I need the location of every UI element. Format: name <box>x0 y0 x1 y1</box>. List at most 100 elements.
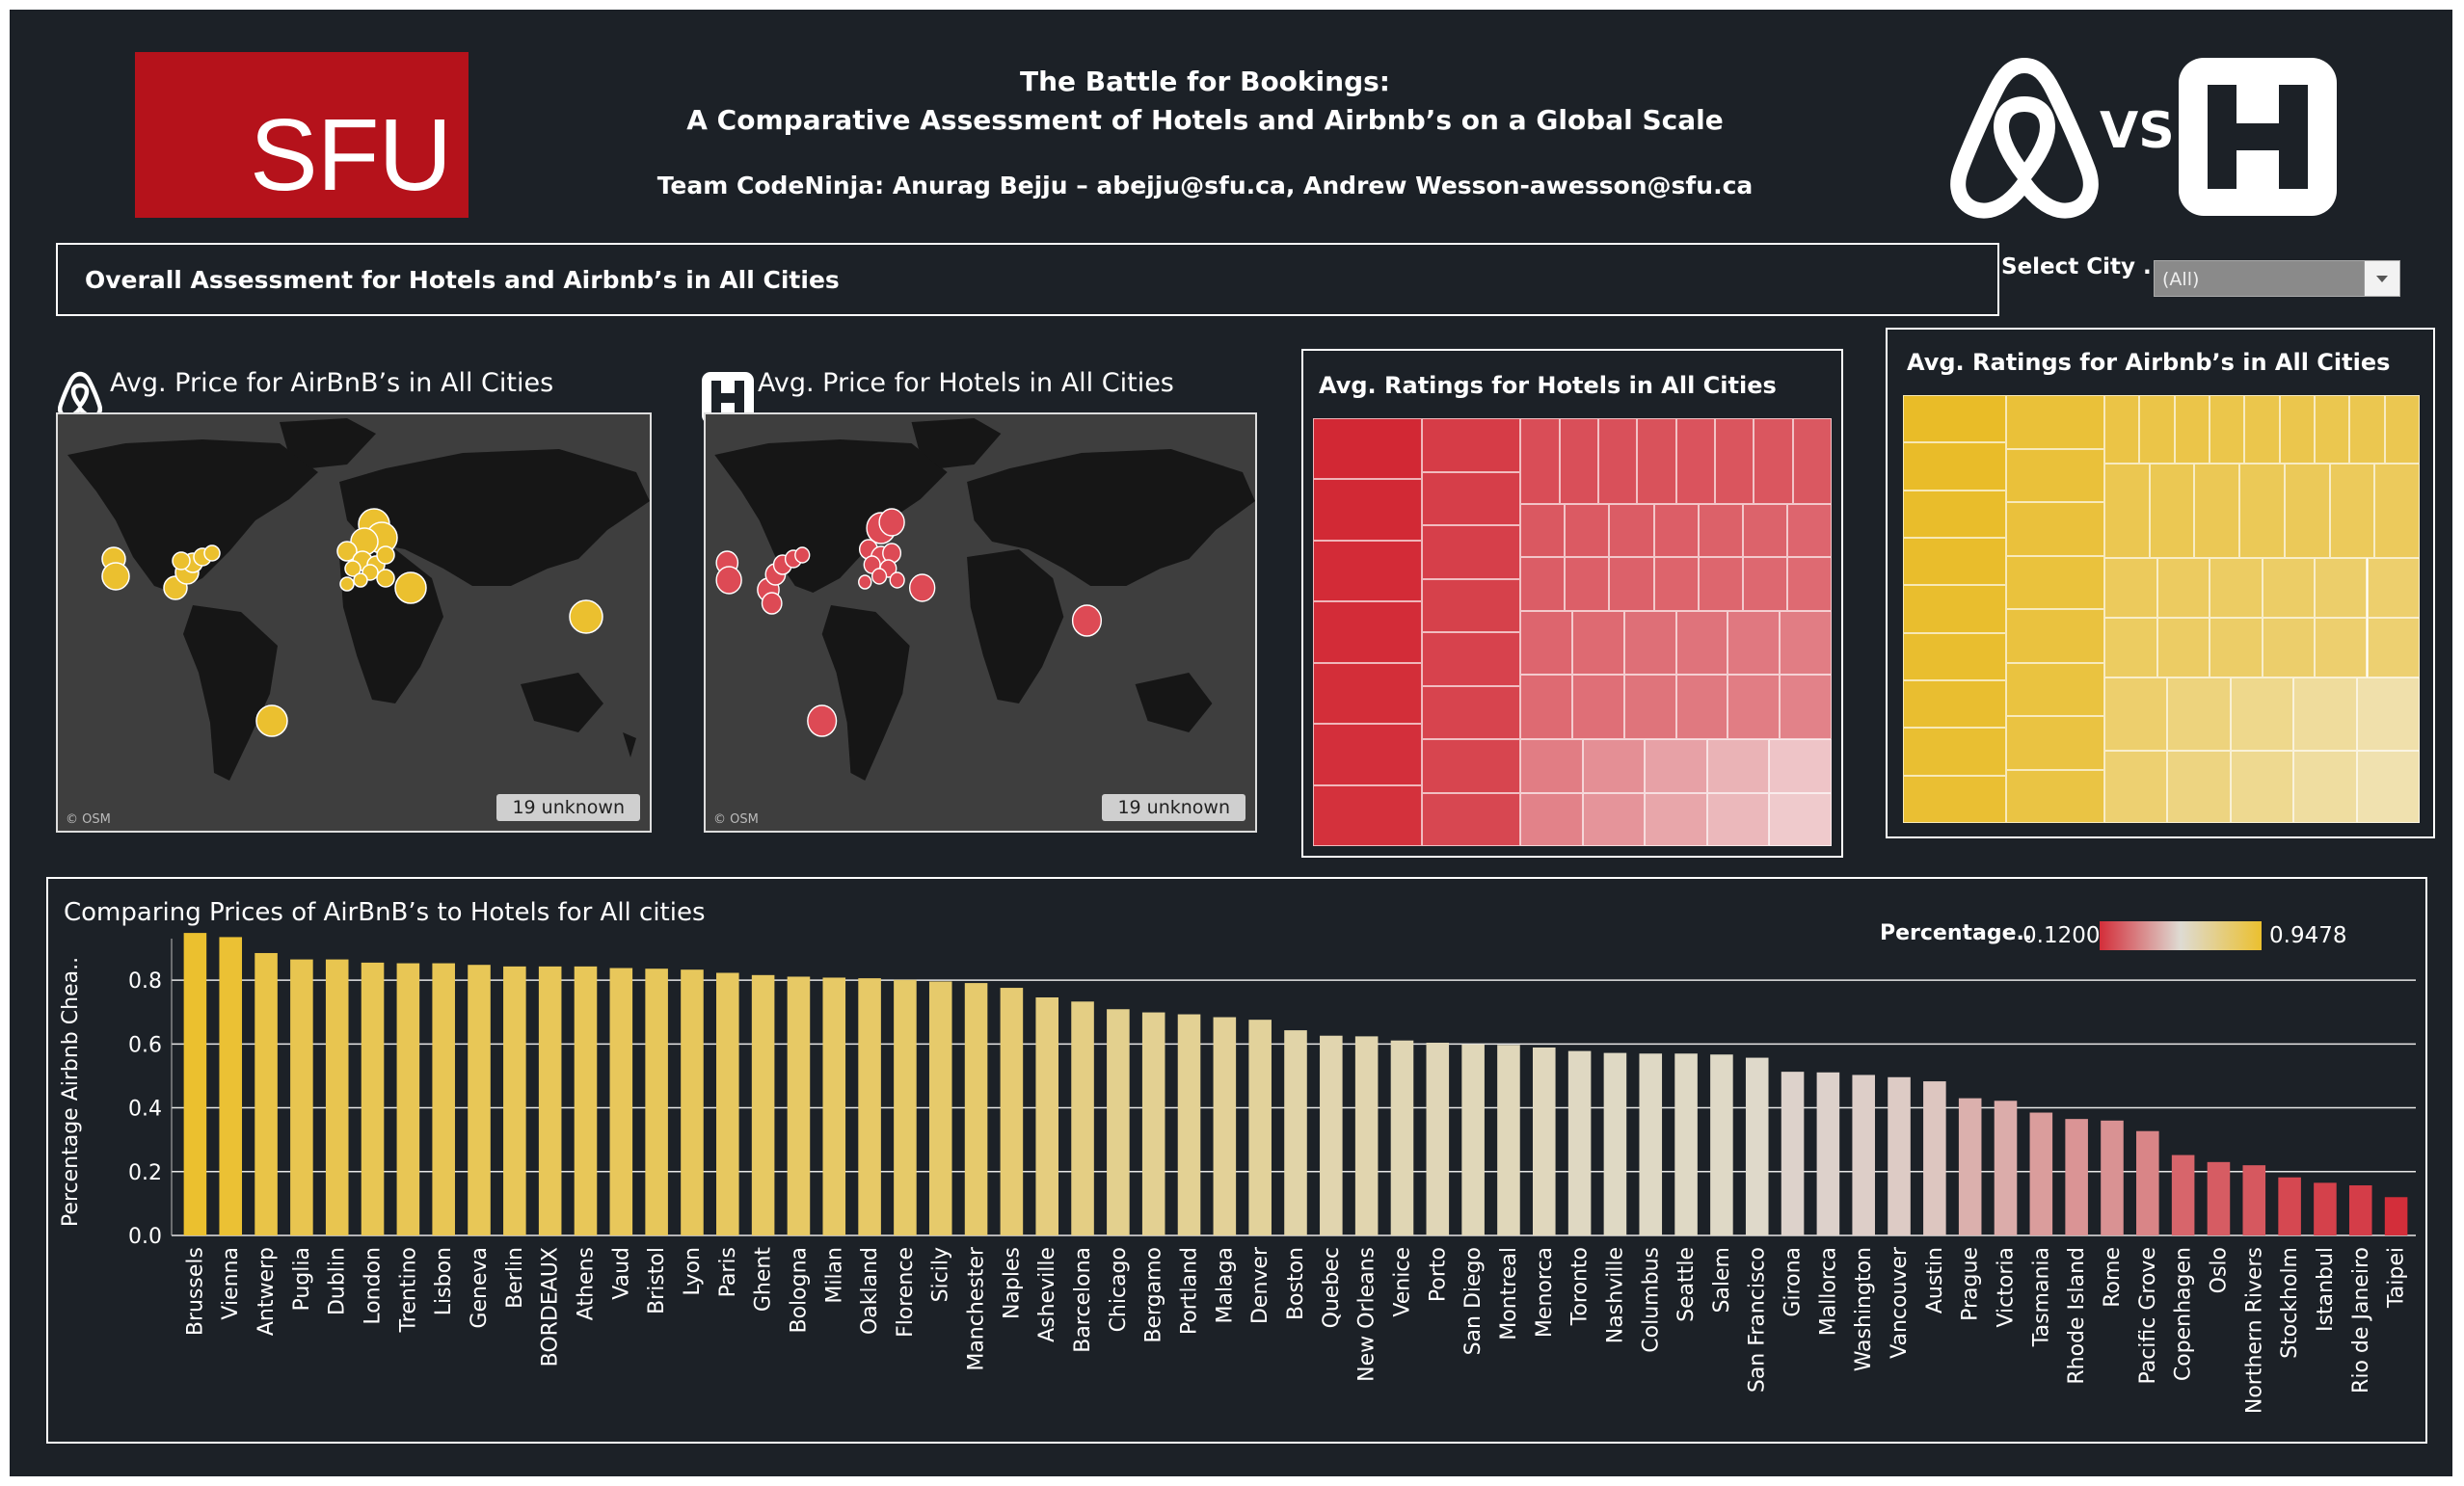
treemap-tile[interactable] <box>1559 418 1598 504</box>
map-hotels[interactable]: © OSM 19 unknown <box>704 412 1257 833</box>
treemap-tile[interactable] <box>2349 395 2385 464</box>
map-airbnb-unknown-badge[interactable]: 19 unknown <box>496 794 640 821</box>
treemap-tile[interactable] <box>2244 395 2280 464</box>
treemap-tile[interactable] <box>1903 680 2007 729</box>
treemap-tile[interactable] <box>2279 395 2315 464</box>
treemap-tile[interactable] <box>1653 557 1699 611</box>
treemap-tile[interactable] <box>1792 418 1832 504</box>
treemap-tile[interactable] <box>1903 442 2007 491</box>
treemap-tile[interactable] <box>2194 464 2240 558</box>
treemap-tile[interactable] <box>2293 750 2357 823</box>
chevron-down-icon[interactable] <box>2364 261 2399 296</box>
treemap-tile[interactable] <box>2104 617 2157 678</box>
treemap-tile[interactable] <box>2006 716 2105 770</box>
treemap-tile[interactable] <box>1645 739 1707 793</box>
map-hotels-unknown-badge[interactable]: 19 unknown <box>1102 794 1245 821</box>
treemap-tile[interactable] <box>1421 739 1521 793</box>
treemap-tile[interactable] <box>1520 610 1572 676</box>
treemap-tile[interactable] <box>1609 503 1654 558</box>
treemap-tile[interactable] <box>2006 609 2105 663</box>
treemap-tile[interactable] <box>2367 557 2420 618</box>
treemap-tile[interactable] <box>2104 464 2150 558</box>
treemap-hotels[interactable] <box>1313 418 1832 846</box>
treemap-tile[interactable] <box>2167 750 2231 823</box>
treemap-tile[interactable] <box>2139 395 2175 464</box>
treemap-tile[interactable] <box>1520 418 1560 504</box>
treemap-airbnb[interactable] <box>1903 395 2420 823</box>
treemap-tile[interactable] <box>2104 750 2168 823</box>
treemap-tile[interactable] <box>2210 557 2263 618</box>
treemap-tile[interactable] <box>1727 675 1781 739</box>
treemap-tile[interactable] <box>1597 418 1638 504</box>
treemap-tile[interactable] <box>2239 464 2285 558</box>
treemap-tile[interactable] <box>1742 503 1787 558</box>
treemap-tile[interactable] <box>2006 662 2105 716</box>
treemap-tile[interactable] <box>2210 395 2245 464</box>
treemap-tile[interactable] <box>1565 557 1610 611</box>
treemap-tile[interactable] <box>1421 578 1521 632</box>
treemap-tile[interactable] <box>2167 677 2231 751</box>
treemap-tile[interactable] <box>1698 557 1743 611</box>
treemap-tile[interactable] <box>1780 675 1832 739</box>
treemap-tile[interactable] <box>2262 617 2315 678</box>
treemap-tile[interactable] <box>1421 418 1521 472</box>
treemap-tile[interactable] <box>1520 792 1583 846</box>
treemap-tile[interactable] <box>1754 418 1793 504</box>
treemap-tile[interactable] <box>1421 792 1521 846</box>
treemap-tile[interactable] <box>1903 775 2007 823</box>
treemap-tile[interactable] <box>2329 464 2375 558</box>
treemap-tile[interactable] <box>1565 503 1610 558</box>
treemap-tile[interactable] <box>1780 610 1832 676</box>
treemap-tile[interactable] <box>1727 610 1781 676</box>
treemap-tile[interactable] <box>2156 557 2210 618</box>
treemap-tile[interactable] <box>1572 675 1624 739</box>
treemap-tile[interactable] <box>1623 610 1676 676</box>
treemap-tile[interactable] <box>2315 395 2350 464</box>
treemap-tile[interactable] <box>2006 502 2105 556</box>
treemap-tile[interactable] <box>1637 418 1676 504</box>
treemap-tile[interactable] <box>1675 418 1715 504</box>
treemap-tile[interactable] <box>1706 792 1770 846</box>
treemap-tile[interactable] <box>1675 675 1728 739</box>
treemap-tile[interactable] <box>2156 617 2210 678</box>
treemap-tile[interactable] <box>2374 464 2420 558</box>
treemap-tile[interactable] <box>1769 739 1832 793</box>
treemap-tile[interactable] <box>2356 677 2420 751</box>
treemap-tile[interactable] <box>1313 724 1422 785</box>
treemap-tile[interactable] <box>2006 395 2105 449</box>
treemap-tile[interactable] <box>1653 503 1699 558</box>
treemap-tile[interactable] <box>1769 792 1832 846</box>
treemap-tile[interactable] <box>2384 395 2420 464</box>
treemap-tile[interactable] <box>2149 464 2195 558</box>
treemap-tile[interactable] <box>1609 557 1654 611</box>
treemap-tile[interactable] <box>1313 784 1422 846</box>
treemap-tile[interactable] <box>2293 677 2357 751</box>
treemap-tile[interactable] <box>1520 675 1572 739</box>
treemap-tile[interactable] <box>2104 395 2140 464</box>
treemap-tile[interactable] <box>2174 395 2210 464</box>
treemap-tile[interactable] <box>2210 617 2263 678</box>
treemap-tile[interactable] <box>1903 395 2007 443</box>
treemap-tile[interactable] <box>1313 540 1422 602</box>
treemap-tile[interactable] <box>1786 503 1832 558</box>
bar-chart[interactable]: Percentage Airbnb Chea.. 0.0 0.2 0.4 0.6 0.8 B… <box>48 879 2425 1442</box>
treemap-tile[interactable] <box>1582 792 1646 846</box>
treemap-tile[interactable] <box>1582 739 1646 793</box>
treemap-tile[interactable] <box>1520 557 1566 611</box>
map-airbnb[interactable]: © OSM 19 unknown <box>56 412 652 833</box>
treemap-tile[interactable] <box>2315 617 2368 678</box>
treemap-tile[interactable] <box>1645 792 1707 846</box>
treemap-tile[interactable] <box>1706 739 1770 793</box>
treemap-tile[interactable] <box>1572 610 1624 676</box>
treemap-tile[interactable] <box>2006 769 2105 823</box>
treemap-tile[interactable] <box>1520 739 1583 793</box>
treemap-tile[interactable] <box>2006 448 2105 502</box>
treemap-tile[interactable] <box>1623 675 1676 739</box>
treemap-tile[interactable] <box>1313 418 1422 480</box>
treemap-tile[interactable] <box>1698 503 1743 558</box>
treemap-tile[interactable] <box>1421 632 1521 686</box>
treemap-tile[interactable] <box>2104 677 2168 751</box>
treemap-tile[interactable] <box>1313 479 1422 541</box>
treemap-tile[interactable] <box>1786 557 1832 611</box>
treemap-tile[interactable] <box>1903 490 2007 538</box>
